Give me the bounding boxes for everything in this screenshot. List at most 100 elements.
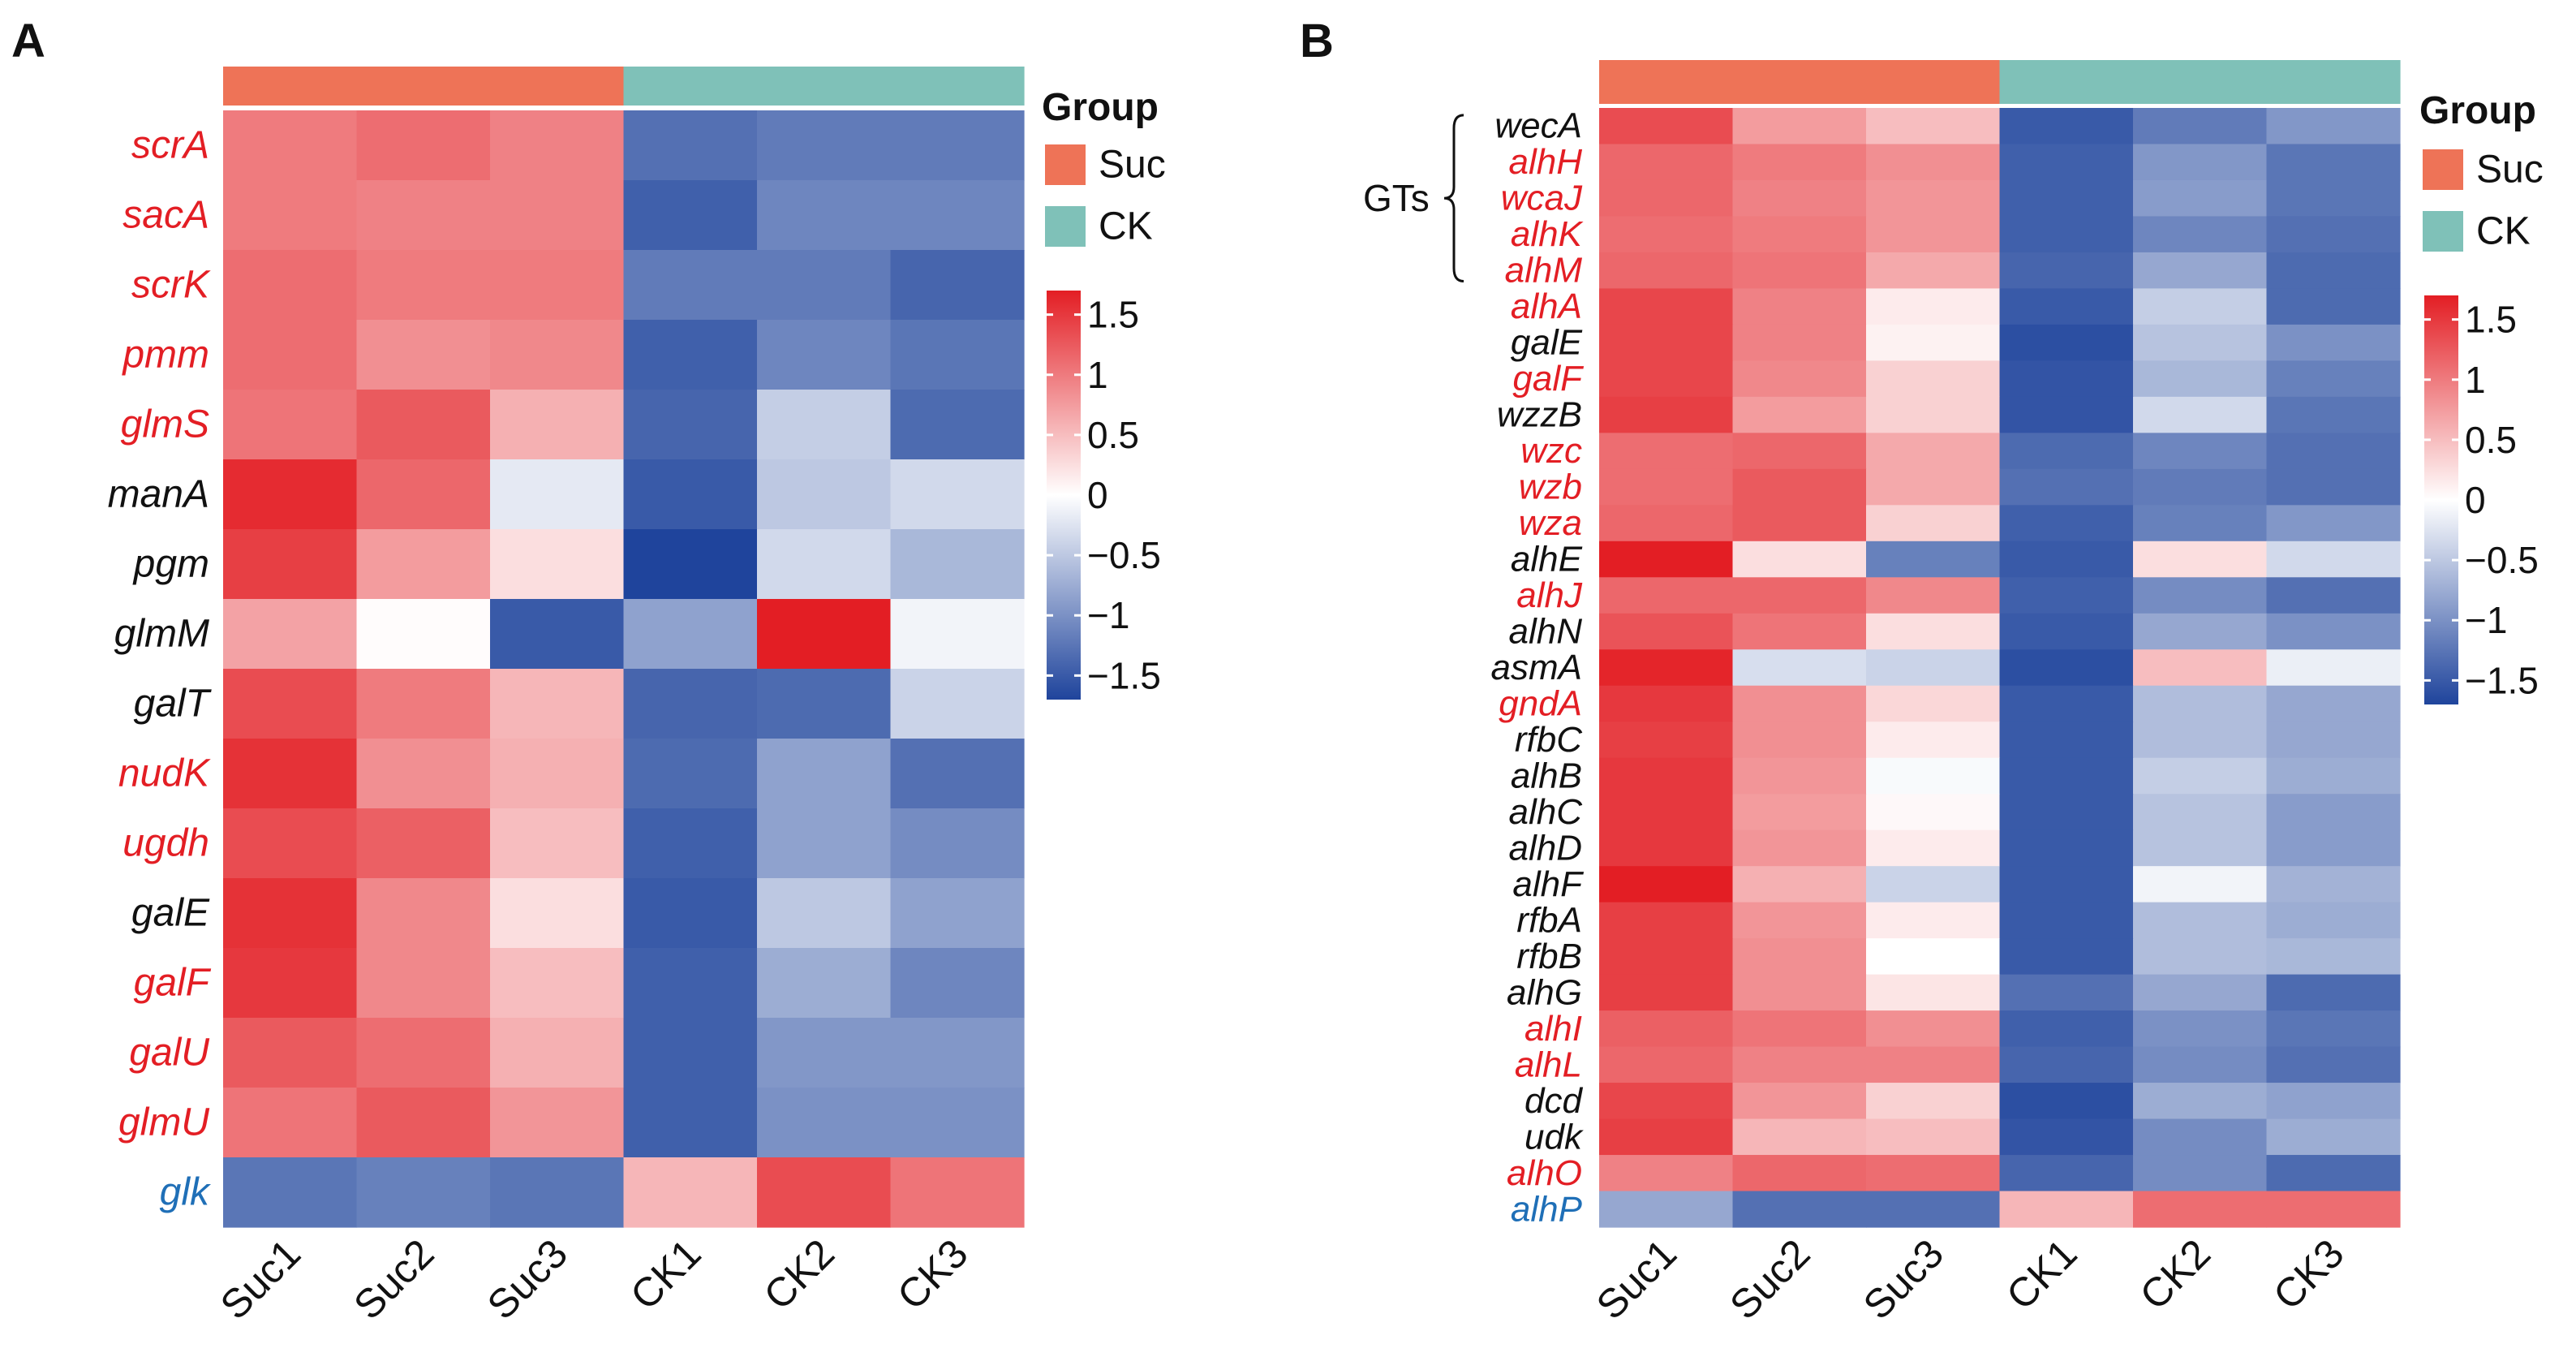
heatmap-cell	[890, 390, 1025, 460]
heatmap-cell	[490, 180, 625, 251]
heatmap-cell	[1599, 722, 1734, 759]
heatmap-cell	[1999, 541, 2134, 578]
heatmap-cell	[1599, 433, 1734, 470]
heatmap-cell	[356, 878, 491, 949]
heatmap-cell	[2266, 360, 2401, 398]
heatmap-cell	[757, 1088, 892, 1158]
heatmap-cell	[2133, 649, 2268, 687]
heatmap-cell	[890, 1157, 1025, 1228]
heatmap-cell	[2266, 866, 2401, 903]
heatmap-cell	[2266, 829, 2401, 867]
heatmap-cell	[2133, 468, 2268, 506]
heatmap-cell	[1999, 1083, 2134, 1120]
heatmap-cell	[223, 599, 358, 670]
heatmap-cell	[1732, 288, 1867, 325]
heatmap-cell	[1599, 108, 1734, 145]
heatmap-cell	[890, 250, 1025, 321]
heatmap-cell	[1866, 866, 2001, 903]
heatmap-cell	[1599, 144, 1734, 181]
heatmap-cell	[2266, 216, 2401, 253]
heatmap-cell	[1599, 505, 1734, 542]
heatmap-cell	[2266, 649, 2401, 687]
color-scale-tick-label: −0.5	[2465, 539, 2539, 581]
heatmap-cell	[2133, 938, 2268, 976]
heatmap-cell	[1866, 938, 2001, 976]
heatmap-cell	[2133, 144, 2268, 181]
heatmap-cell	[1999, 144, 2134, 181]
heatmap-cell	[2133, 1191, 2268, 1228]
heatmap-cell	[623, 669, 758, 739]
gene-label-sacA: sacA	[123, 194, 209, 237]
color-scale-tick-label: −1.5	[2465, 659, 2539, 701]
heatmap-cell	[2133, 433, 2268, 470]
gene-label-rfbC: rfbC	[1515, 720, 1583, 760]
gene-label-alhB: alhB	[1511, 756, 1582, 795]
group-bar-ck-6	[890, 67, 1025, 106]
gene-label-galT: galT	[134, 683, 213, 726]
gene-label-alhJ: alhJ	[1516, 575, 1583, 615]
heatmap-cell	[2133, 613, 2268, 650]
gene-label-wcaJ: wcaJ	[1501, 179, 1583, 218]
gene-label-scrA: scrA	[131, 124, 209, 167]
heatmap-cell	[356, 948, 491, 1019]
legend: Group Suc CK 1.5 1 0.5 0 −0.5 −1 −1.5	[2419, 89, 2544, 704]
heatmap-cell	[757, 320, 892, 390]
heatmap-cell	[890, 739, 1025, 809]
heatmap-cell	[1599, 1046, 1734, 1083]
gene-label-galE: galE	[1511, 323, 1583, 363]
heatmap-cell	[1999, 1010, 2134, 1048]
gene-label-glmM: glmM	[114, 613, 209, 656]
legend-title: Group	[2419, 89, 2536, 132]
heatmap-cell	[757, 390, 892, 460]
heatmap-cell	[1599, 974, 1734, 1011]
heatmap-cell	[2266, 938, 2401, 976]
heatmap-cell	[1732, 541, 1867, 578]
heatmap-cell	[1866, 649, 2001, 687]
heatmap-cell	[356, 1157, 491, 1228]
heatmap-cell	[1999, 902, 2134, 939]
heatmap-cell	[1999, 613, 2134, 650]
heatmap-cell	[223, 1157, 358, 1228]
heatmap-cell	[356, 599, 491, 670]
heatmap-cell	[1999, 433, 2134, 470]
group-bar-ck-5	[2133, 60, 2268, 104]
heatmap-cell	[2266, 108, 2401, 145]
column-label-suc2: Suc2	[345, 1230, 442, 1328]
column-label-suc2: Suc2	[1721, 1230, 1818, 1328]
heatmap-cell	[623, 1018, 758, 1088]
heatmap-cell	[223, 529, 358, 600]
heatmap-cell	[1599, 649, 1734, 687]
heatmap-cell	[1599, 1010, 1734, 1048]
gene-label-alhN: alhN	[1509, 612, 1583, 652]
heatmap-cell	[1999, 794, 2134, 831]
group-bar-suc-3	[1866, 60, 2001, 104]
column-label-ck3: CK3	[888, 1230, 976, 1318]
heatmap-cell	[2133, 757, 2268, 795]
column-label-suc3: Suc3	[479, 1230, 576, 1328]
heatmap-cell	[2133, 685, 2268, 722]
heatmap-cell	[1866, 829, 2001, 867]
heatmap-cell	[223, 669, 358, 739]
gene-label-asmA: asmA	[1491, 648, 1582, 687]
heatmap-cell	[757, 948, 892, 1019]
heatmap-cell	[1599, 1155, 1734, 1192]
heatmap-cell	[2266, 396, 2401, 433]
column-label-ck2: CK2	[2131, 1230, 2219, 1318]
heatmap-cell	[1999, 866, 2134, 903]
heatmap-cell	[1599, 685, 1734, 722]
heatmap-cell	[1732, 938, 1867, 976]
heatmap-cell	[1732, 468, 1867, 506]
column-label-ck1: CK1	[1998, 1230, 2085, 1318]
heatmap-cell	[223, 878, 358, 949]
heatmap-cell	[490, 599, 625, 670]
gene-label-glmU: glmU	[118, 1101, 209, 1144]
heatmap-cell	[1732, 144, 1867, 181]
heatmap-cell	[2133, 396, 2268, 433]
heatmap-cell	[890, 320, 1025, 390]
heatmap-cell	[1999, 649, 2134, 687]
gene-label-gndA: gndA	[1499, 683, 1582, 723]
column-label-suc3: Suc3	[1855, 1230, 1952, 1328]
heatmap-cell	[356, 459, 491, 530]
color-scale-tick-label: −1	[1087, 594, 1129, 636]
